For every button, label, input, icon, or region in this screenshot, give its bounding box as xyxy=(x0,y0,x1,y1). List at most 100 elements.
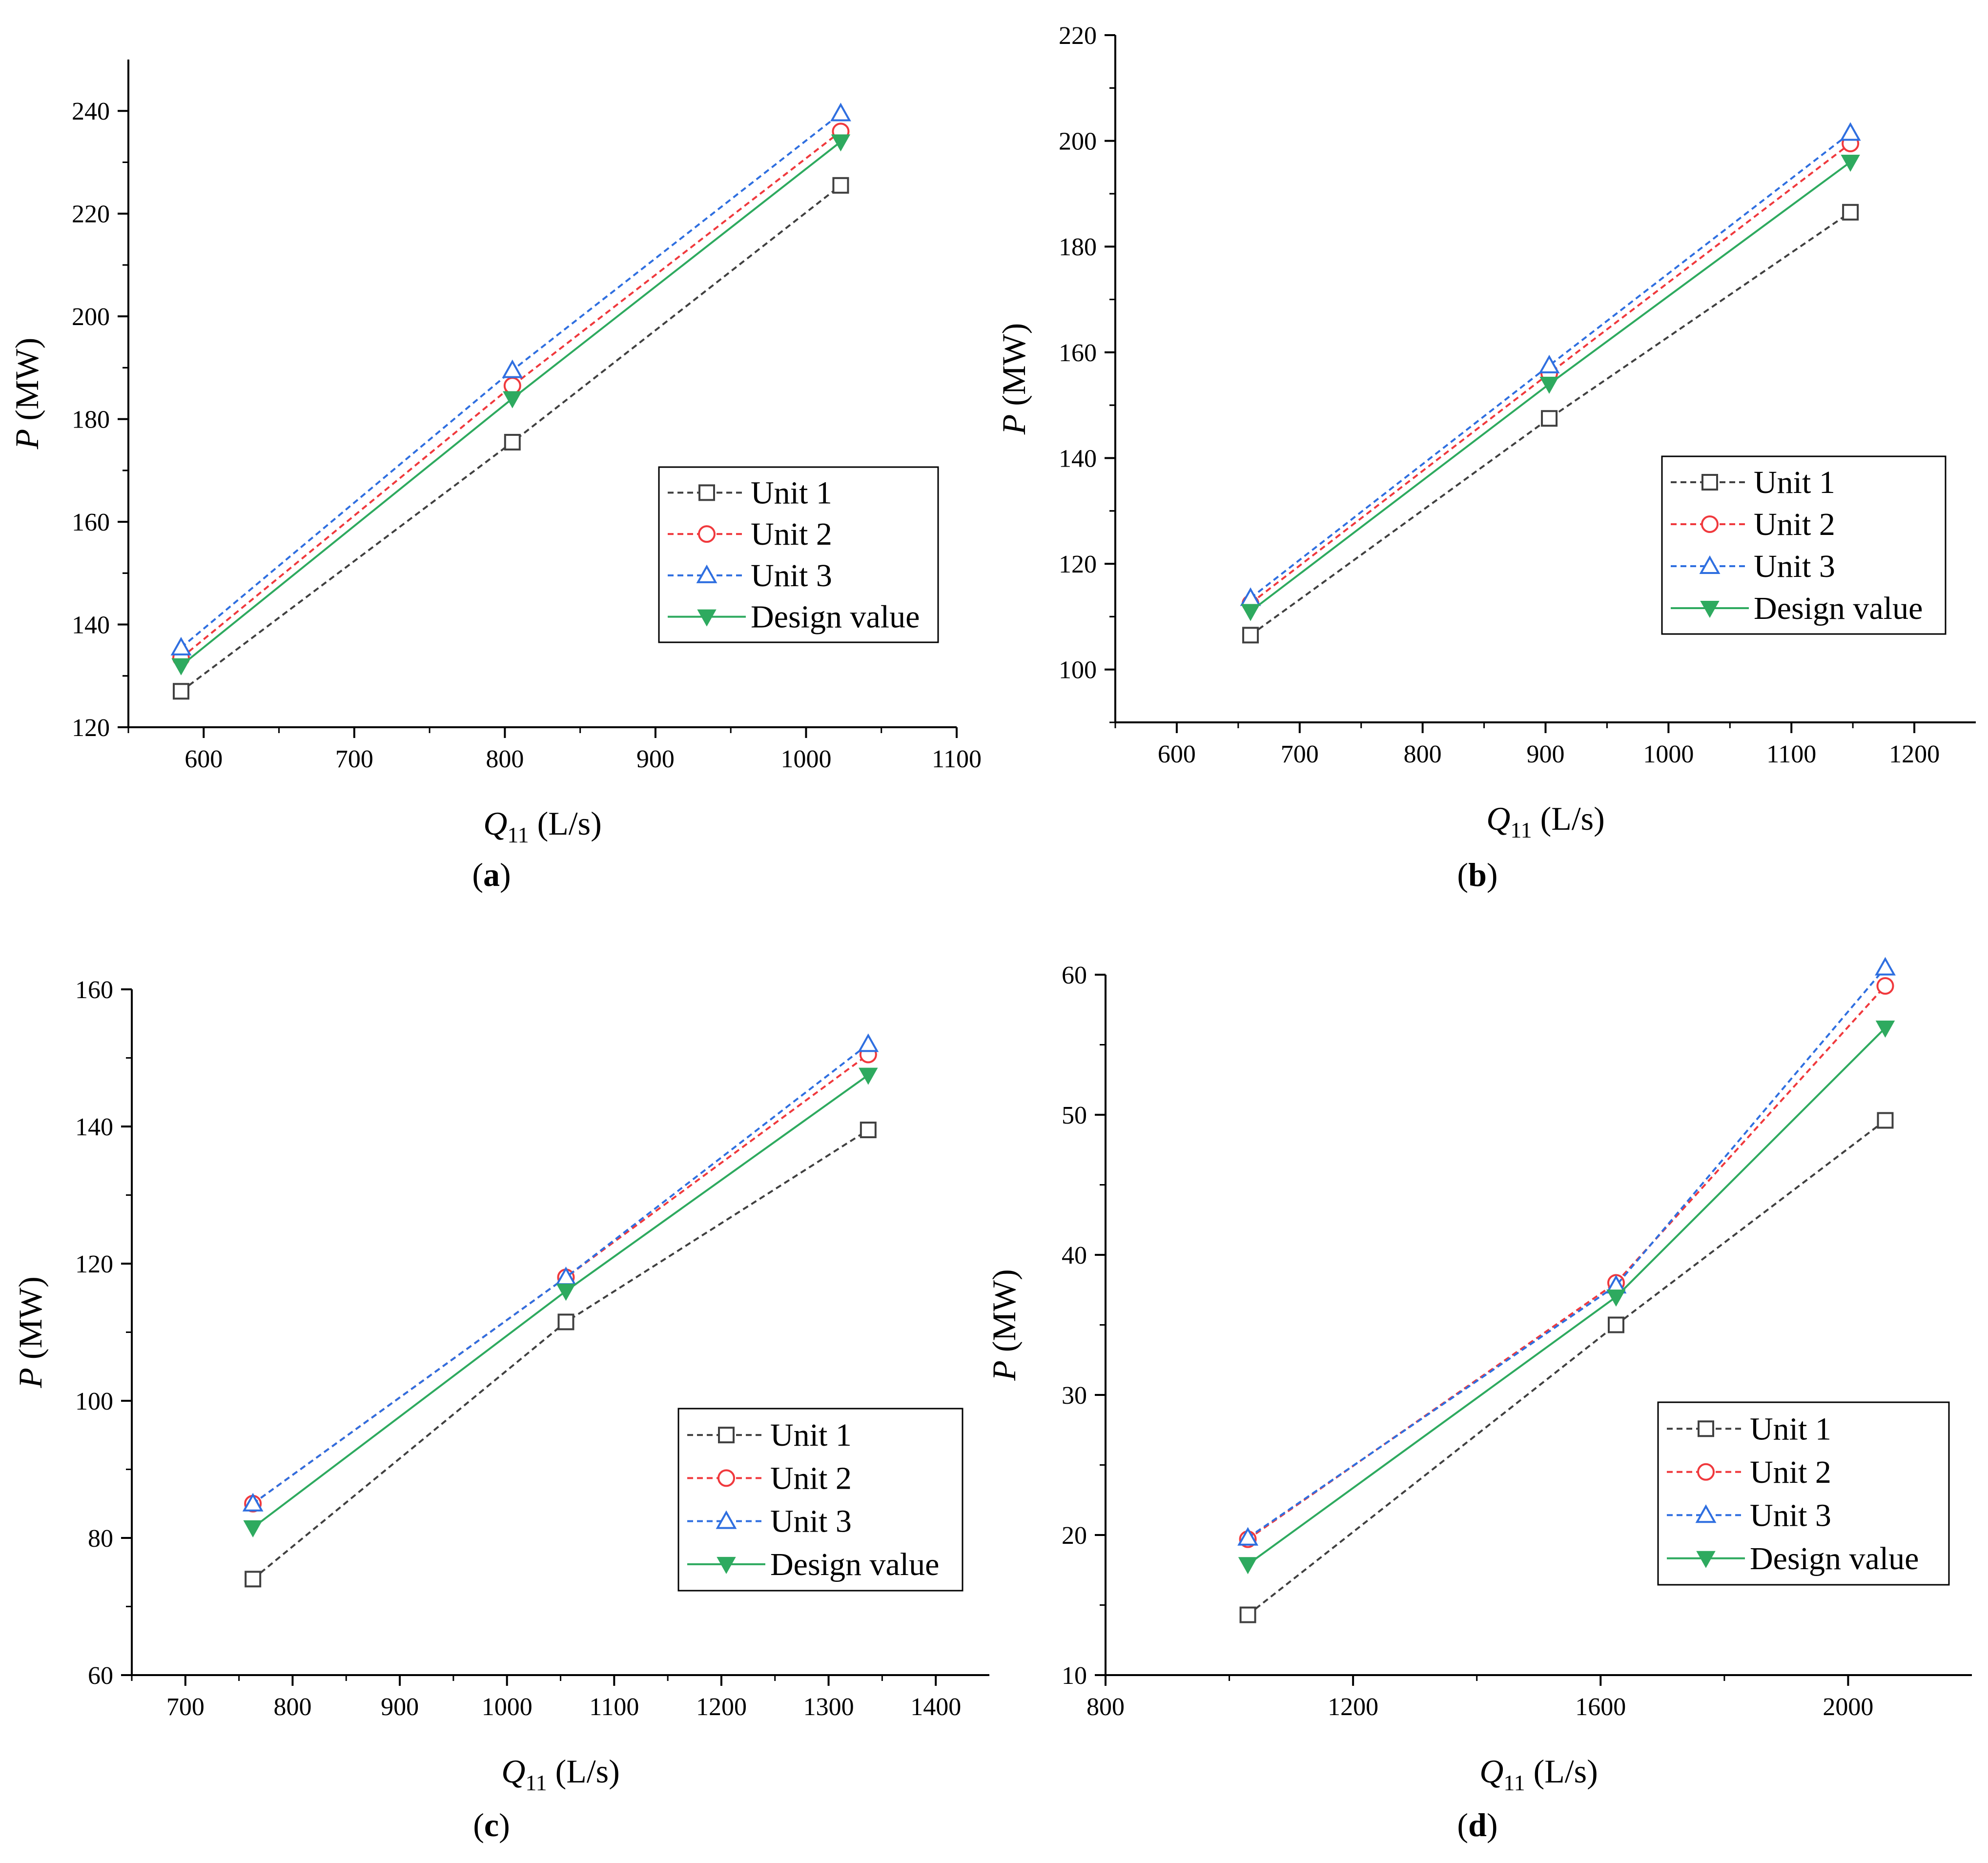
x-tick-label: 1100 xyxy=(589,1693,639,1721)
data-point-design-value xyxy=(172,659,190,675)
legend-label: Unit 3 xyxy=(770,1504,852,1539)
panel-caption: (c) xyxy=(473,1806,510,1843)
y-tick-label: 40 xyxy=(1062,1242,1087,1269)
y-tick-label: 60 xyxy=(1062,962,1087,989)
x-tick-label: 900 xyxy=(636,745,675,773)
data-point-unit-1 xyxy=(1609,1318,1623,1332)
legend-label: Design value xyxy=(1754,591,1923,626)
legend-marker xyxy=(699,526,715,542)
panel-caption: (b) xyxy=(1457,856,1497,893)
panel-caption: (a) xyxy=(472,856,511,893)
x-tick-label: 2000 xyxy=(1823,1693,1873,1721)
legend-label: Design value xyxy=(770,1547,939,1582)
x-tick-label: 900 xyxy=(1527,740,1565,768)
figure-canvas: 600 700 800 900 1000 1100 120 140 160 180 200 220 24… xyxy=(0,0,1988,1863)
legend-label: Design value xyxy=(1750,1541,1919,1576)
legend-label: Unit 1 xyxy=(1754,465,1835,500)
legend-marker xyxy=(1702,516,1718,532)
data-point-unit-3 xyxy=(1877,959,1894,975)
x-tick-label: 700 xyxy=(1281,740,1319,768)
data-point-design-value xyxy=(1607,1290,1625,1306)
x-tick-label: 700 xyxy=(335,745,373,773)
x-axis-label: Q11 (L/s) xyxy=(483,805,602,847)
y-tick-label: 140 xyxy=(1059,445,1097,472)
legend-marker xyxy=(718,1470,734,1486)
y-tick-label: 180 xyxy=(72,406,110,434)
x-axis-label: Q11 (L/s) xyxy=(1486,800,1605,842)
x-tick-label: 900 xyxy=(381,1693,419,1721)
legend-label: Unit 3 xyxy=(1754,549,1835,584)
chart-panel-a: 600 700 800 900 1000 1100 120 140 160 180 200 220 24… xyxy=(8,60,982,893)
x-tick-label: 700 xyxy=(166,1693,205,1721)
data-point-design-value xyxy=(244,1521,262,1536)
chart-panel-d: 800 1200 1600 2000 10 20 30 40 50 60 Q11 (L/s) P (M… xyxy=(985,959,1972,1843)
y-tick-label: 100 xyxy=(75,1388,113,1415)
legend-label: Unit 2 xyxy=(770,1460,852,1496)
y-tick-label: 120 xyxy=(1059,551,1097,578)
legend-marker xyxy=(1699,1421,1713,1436)
data-point-unit-1 xyxy=(1878,1113,1893,1127)
data-point-unit-3 xyxy=(832,104,849,120)
y-tick-label: 20 xyxy=(1062,1522,1087,1550)
data-point-design-value xyxy=(1842,155,1859,171)
y-tick-label: 160 xyxy=(75,976,113,1004)
y-tick-label: 120 xyxy=(72,714,110,742)
data-point-unit-3 xyxy=(1540,357,1558,372)
y-tick-label: 10 xyxy=(1062,1662,1087,1690)
y-tick-label: 200 xyxy=(72,303,110,331)
data-point-unit-3 xyxy=(172,639,190,655)
y-tick-label: 140 xyxy=(75,1113,113,1141)
data-point-unit-1 xyxy=(174,684,188,698)
legend-label: Unit 1 xyxy=(1750,1411,1831,1447)
legend: Unit 1 Unit 2 Unit 3 Design value xyxy=(1658,1402,1949,1585)
y-tick-label: 160 xyxy=(1059,339,1097,367)
y-tick-label: 50 xyxy=(1062,1102,1087,1129)
data-point-design-value xyxy=(1239,1557,1257,1573)
data-point-design-value xyxy=(860,1068,877,1084)
x-tick-label: 1100 xyxy=(1766,740,1816,768)
y-tick-label: 180 xyxy=(1059,233,1097,261)
y-axis-label: P (MW) xyxy=(995,323,1032,435)
legend-label: Unit 2 xyxy=(751,516,832,552)
y-tick-label: 30 xyxy=(1062,1382,1087,1410)
data-point-unit-3 xyxy=(1842,124,1859,140)
x-tick-label: 800 xyxy=(486,745,524,773)
y-tick-label: 120 xyxy=(75,1250,113,1278)
y-tick-label: 60 xyxy=(88,1662,113,1690)
x-tick-label: 1200 xyxy=(1328,1693,1378,1721)
x-tick-label: 1000 xyxy=(1643,740,1694,768)
legend-marker xyxy=(1698,1464,1714,1480)
y-tick-label: 220 xyxy=(1059,22,1097,50)
legend-label: Design value xyxy=(751,599,920,635)
data-point-unit-2 xyxy=(505,378,520,393)
y-tick-label: 240 xyxy=(72,98,110,125)
legend-label: Unit 2 xyxy=(1754,507,1835,542)
x-tick-label: 1000 xyxy=(482,1693,533,1721)
data-point-unit-1 xyxy=(1843,205,1858,220)
data-point-unit-1 xyxy=(1241,1608,1255,1622)
legend-marker xyxy=(699,485,714,500)
x-tick-label: 1200 xyxy=(1889,740,1940,768)
legend-label: Unit 1 xyxy=(751,475,832,511)
data-point-unit-1 xyxy=(246,1572,260,1586)
y-tick-label: 200 xyxy=(1059,128,1097,156)
data-point-unit-2 xyxy=(1878,978,1893,994)
y-axis-label: P (MW) xyxy=(985,1269,1023,1381)
x-tick-label: 800 xyxy=(1404,740,1442,768)
data-point-unit-3 xyxy=(504,362,521,377)
data-point-unit-1 xyxy=(1243,628,1258,642)
legend-label: Unit 3 xyxy=(1750,1497,1831,1533)
y-tick-label: 100 xyxy=(1059,656,1097,684)
legend: Unit 1 Unit 2 Unit 3 Design value xyxy=(659,467,938,642)
x-tick-label: 1600 xyxy=(1575,1693,1626,1721)
legend-marker xyxy=(719,1428,734,1442)
y-axis-label: P (MW) xyxy=(12,1276,49,1388)
data-point-design-value xyxy=(1242,605,1259,620)
data-point-design-value xyxy=(504,392,521,408)
y-tick-label: 80 xyxy=(88,1525,113,1553)
data-point-unit-1 xyxy=(861,1123,876,1137)
y-tick-label: 220 xyxy=(72,201,110,228)
x-tick-label: 600 xyxy=(184,745,223,773)
y-tick-label: 160 xyxy=(72,509,110,536)
x-tick-label: 600 xyxy=(1158,740,1196,768)
